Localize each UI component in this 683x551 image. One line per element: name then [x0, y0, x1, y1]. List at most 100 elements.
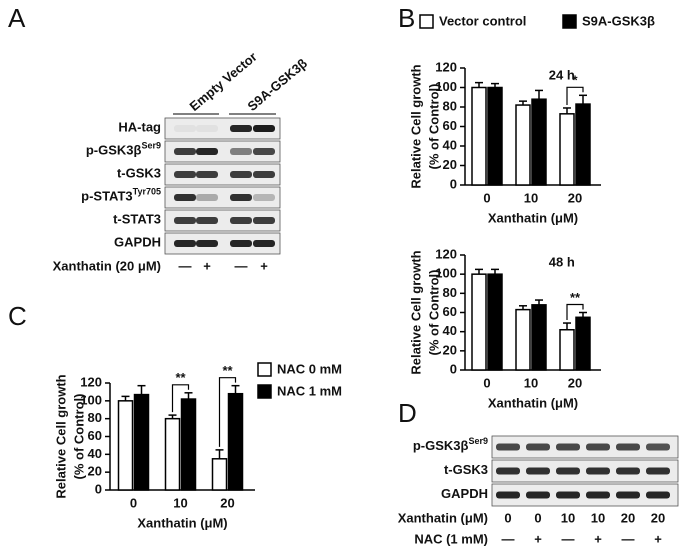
- band: [230, 171, 252, 178]
- band: [253, 240, 275, 247]
- bar: [515, 104, 531, 186]
- treatment-mark: —: [235, 258, 248, 273]
- y-tick-label: 120: [435, 246, 457, 261]
- y-axis-label: (% of Control): [426, 84, 441, 170]
- y-axis-label: Relative Cell growth: [408, 64, 423, 188]
- band: [253, 171, 275, 178]
- band: [646, 467, 670, 475]
- blot-strip: [164, 209, 281, 232]
- band: [196, 148, 218, 155]
- significance-bracket: [218, 377, 237, 447]
- significance: **: [222, 363, 233, 378]
- band: [556, 491, 580, 499]
- x-axis-label: Xanthatin (μM): [137, 515, 227, 530]
- label-text: p-GSK3β: [86, 143, 142, 158]
- band: [253, 125, 275, 132]
- bar: [211, 458, 228, 491]
- bar: [227, 392, 244, 491]
- label-text: GAPDH: [114, 235, 161, 250]
- band: [586, 443, 610, 451]
- significance: **: [175, 370, 186, 385]
- bar: [531, 304, 547, 371]
- blot-label: HA-tag: [118, 120, 161, 135]
- band: [616, 467, 640, 475]
- x-tick-label: 20: [220, 495, 234, 510]
- blot-strip: [491, 483, 679, 507]
- bar: [515, 308, 531, 371]
- legend-label: S9A-GSK3β: [582, 13, 655, 28]
- panel-letter: C: [8, 301, 27, 331]
- band: [496, 443, 520, 451]
- band: [174, 217, 196, 224]
- band: [253, 148, 275, 155]
- band: [196, 194, 218, 201]
- y-tick-label: 80: [443, 285, 457, 300]
- band: [496, 467, 520, 475]
- panel-letter: A: [8, 3, 26, 33]
- label-sup: Ser9: [141, 141, 161, 151]
- bar: [471, 273, 487, 371]
- band: [556, 467, 580, 475]
- label-text: t-GSK3: [444, 462, 488, 477]
- blot-strip: [491, 435, 679, 459]
- x-tick-label: 20: [568, 375, 582, 390]
- blot-strip: [164, 140, 281, 163]
- band: [230, 194, 252, 201]
- significance-bracket: [566, 303, 584, 321]
- blot-strip: [491, 459, 679, 483]
- x-tick-label: 0: [483, 190, 490, 205]
- band: [253, 217, 275, 224]
- y-tick-label: 120: [80, 374, 102, 389]
- band: [616, 443, 640, 451]
- band: [526, 467, 550, 475]
- y-tick-label: 60: [443, 304, 457, 319]
- bar: [487, 86, 503, 186]
- blot-strip: [164, 186, 281, 209]
- y-tick-label: 100: [435, 79, 457, 94]
- x-axis-label: Xanthatin (μM): [488, 210, 578, 225]
- band: [174, 125, 196, 132]
- significance: *: [572, 73, 578, 88]
- x-tick-label: 0: [130, 495, 137, 510]
- y-tick-label: 20: [443, 342, 457, 357]
- legend-label: Vector control: [439, 13, 526, 28]
- band: [196, 125, 218, 132]
- legend-label: NAC 1 mM: [277, 383, 342, 398]
- treatment-mark: 20: [651, 510, 665, 525]
- label-sup: Tyr705: [133, 187, 161, 197]
- band: [496, 491, 520, 499]
- bar: [559, 113, 575, 186]
- y-axis-label: (% of Control): [71, 394, 86, 480]
- band: [174, 240, 196, 247]
- label-text: GAPDH: [441, 486, 488, 501]
- bar: [164, 417, 181, 491]
- treatment-mark: 10: [561, 510, 575, 525]
- y-tick-label: 20: [443, 157, 457, 172]
- significance: **: [570, 290, 581, 305]
- y-tick-label: 60: [88, 428, 102, 443]
- treatment-label: Xanthatin (μM): [398, 510, 488, 525]
- x-tick-label: 10: [524, 190, 538, 205]
- treatment-mark: 0: [504, 510, 511, 525]
- treatment-label: Xanthatin (20 μM): [53, 258, 161, 273]
- band: [174, 171, 196, 178]
- band: [174, 148, 196, 155]
- blot-strip: [164, 163, 281, 186]
- treatment-mark: +: [594, 531, 602, 546]
- significance-bracket: [171, 384, 190, 413]
- band: [196, 240, 218, 247]
- y-tick-label: 40: [443, 137, 457, 152]
- legend-swatch: [419, 14, 434, 29]
- legend-swatch: [257, 362, 272, 377]
- band: [230, 217, 252, 224]
- blot-strip: [164, 232, 281, 255]
- y-tick-label: 40: [443, 323, 457, 338]
- treatment-mark: —: [562, 531, 575, 546]
- panel-letter: D: [398, 398, 417, 428]
- label-text: HA-tag: [118, 120, 161, 135]
- blot-label: p-GSK3βSer9: [86, 141, 161, 158]
- bar: [180, 398, 197, 491]
- y-tick-label: 20: [88, 464, 102, 479]
- x-tick-label: 0: [483, 375, 490, 390]
- legend-label: NAC 0 mM: [277, 361, 342, 376]
